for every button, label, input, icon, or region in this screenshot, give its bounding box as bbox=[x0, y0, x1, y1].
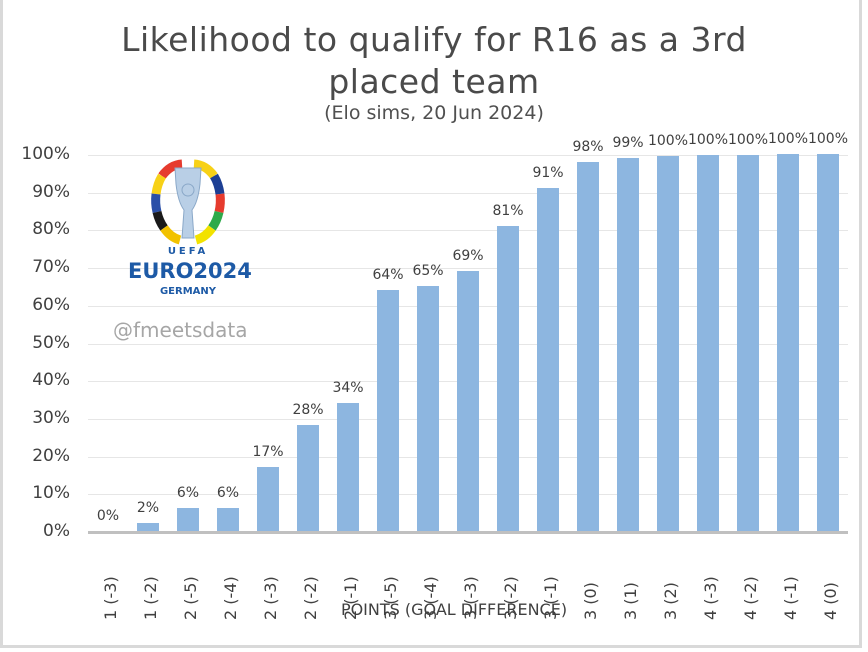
bar bbox=[377, 289, 399, 531]
bar bbox=[457, 270, 479, 531]
y-tick-label: 70% bbox=[32, 257, 70, 278]
bar-value-label: 91% bbox=[532, 164, 564, 181]
x-axis-line bbox=[88, 531, 848, 534]
y-tick-label: 30% bbox=[32, 407, 70, 428]
y-tick-label: 90% bbox=[32, 181, 70, 202]
gridline bbox=[88, 155, 848, 156]
y-tick-label: 60% bbox=[32, 294, 70, 315]
bar bbox=[217, 508, 239, 531]
y-tick-label: 50% bbox=[32, 332, 70, 353]
chart-subtitle: (Elo sims, 20 Jun 2024) bbox=[324, 102, 544, 124]
bar-value-label: 100% bbox=[807, 131, 849, 147]
bar bbox=[137, 523, 159, 531]
x-axis-title: POINTS (GOAL DIFFERENCE) bbox=[340, 600, 568, 619]
bar bbox=[337, 402, 359, 531]
bar-value-label: 69% bbox=[452, 247, 484, 264]
bar-value-label: 0% bbox=[96, 508, 120, 524]
bar bbox=[537, 187, 559, 531]
plot-area: 0% 2% 6% 6% 17% 28% 34% 64% 65% 69% 81% 91% 98% 99% 10… bbox=[88, 131, 848, 534]
gridline bbox=[88, 230, 848, 232]
bar-value-label: 100% bbox=[727, 131, 769, 148]
bar bbox=[777, 154, 799, 531]
bar-value-label: 98% bbox=[572, 138, 604, 155]
bar-value-label: 6% bbox=[216, 485, 240, 502]
bar-value-label: 6% bbox=[176, 485, 200, 502]
bar bbox=[577, 161, 599, 531]
chart-title-line2: placed team bbox=[328, 62, 540, 101]
y-tick-label: 40% bbox=[32, 370, 70, 391]
bar-value-label: 100% bbox=[767, 131, 809, 147]
bar-value-label: 2% bbox=[136, 500, 160, 517]
bar-value-label: 17% bbox=[252, 443, 284, 460]
trophy-icon bbox=[151, 159, 225, 245]
y-tick-label: 0% bbox=[43, 521, 70, 541]
bar-value-label: 99% bbox=[612, 134, 644, 151]
bar-value-label: 100% bbox=[647, 132, 689, 149]
gridline bbox=[88, 268, 848, 270]
y-tick-label: 10% bbox=[32, 483, 70, 504]
bar bbox=[617, 157, 639, 531]
euro2024-logo: UEFA EURO2024 GERMANY bbox=[128, 158, 252, 303]
bar bbox=[497, 225, 519, 531]
chart-title-line1: Likelihood to qualify for R16 as a 3rd bbox=[121, 20, 747, 59]
bar bbox=[737, 154, 759, 531]
bar-value-label: 100% bbox=[687, 131, 729, 148]
bar bbox=[657, 155, 679, 531]
y-tick-label: 100% bbox=[21, 144, 70, 164]
bar bbox=[817, 154, 839, 531]
y-tick-label: 80% bbox=[32, 219, 70, 240]
watermark: @fmeetsdata bbox=[113, 318, 248, 342]
bar-value-label: 28% bbox=[292, 402, 324, 419]
bar-value-label: 64% bbox=[372, 266, 404, 283]
bar bbox=[177, 508, 199, 531]
logo-uefa: UEFA bbox=[167, 246, 209, 257]
bar bbox=[417, 285, 439, 531]
bar bbox=[697, 154, 719, 531]
bar-value-label: 65% bbox=[412, 262, 444, 279]
y-tick-label: 20% bbox=[32, 445, 70, 466]
bar-value-label: 34% bbox=[332, 379, 364, 396]
bar-value-label: 81% bbox=[492, 202, 524, 219]
gridline bbox=[88, 192, 848, 194]
logo-euro2024: EURO2024 bbox=[128, 259, 252, 283]
bar bbox=[297, 425, 319, 531]
bar bbox=[257, 466, 279, 531]
logo-germany: GERMANY bbox=[159, 286, 217, 297]
